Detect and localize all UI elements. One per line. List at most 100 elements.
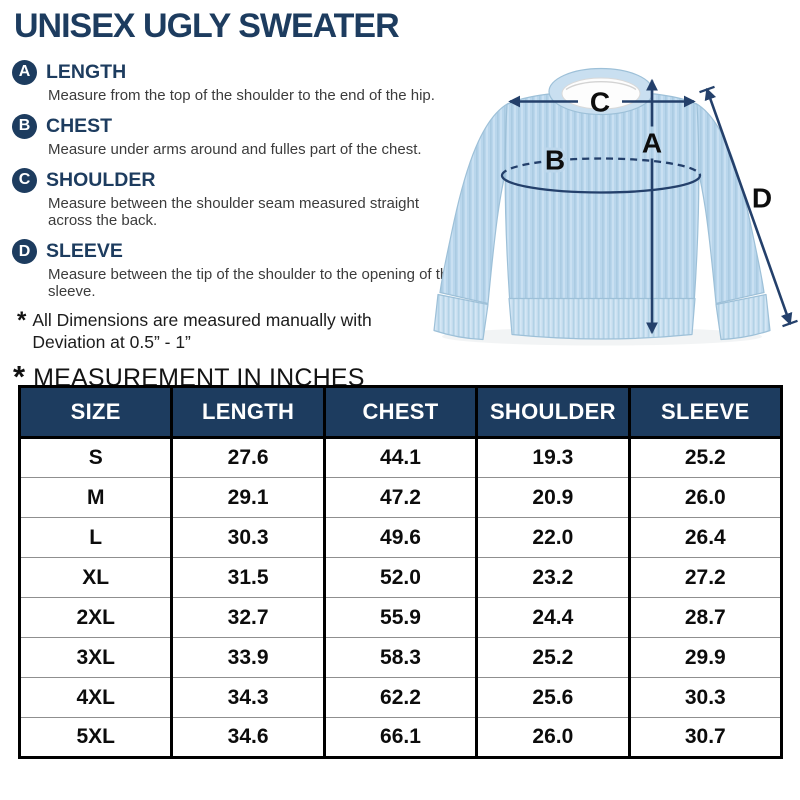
value-cell: 32.7	[170, 597, 325, 638]
value-cell: 66.1	[322, 717, 477, 758]
table-row: 4XL 34.3 62.2 25.6 30.3	[19, 677, 782, 718]
value-cell: 52.0	[322, 557, 477, 598]
value-cell: 31.5	[170, 557, 325, 598]
label-a: A	[642, 128, 662, 159]
sweater-diagram: C A B D	[430, 45, 800, 353]
value-cell: 47.2	[322, 477, 477, 518]
value-cell: 34.3	[170, 677, 325, 718]
value-cell: 33.9	[170, 637, 325, 678]
table-row: XL 31.5 52.0 23.2 27.2	[19, 557, 782, 598]
value-cell: 26.0	[627, 477, 782, 518]
value-cell: 58.3	[322, 637, 477, 678]
measurement-labels: C A B D	[542, 87, 772, 214]
value-cell: 25.2	[627, 437, 782, 478]
page-title: UNISEX UGLY SWEATER	[14, 7, 400, 45]
value-cell: 25.2	[475, 637, 630, 678]
value-cell: 44.1	[322, 437, 477, 478]
legend-item-length: A LENGTH Measure from the top of the sho…	[12, 59, 470, 104]
size-cell: S	[19, 437, 172, 478]
chest-ellipse-dashed	[500, 157, 702, 176]
column-header-shoulder: SHOULDER	[475, 386, 630, 439]
letter-badge-b: B	[12, 113, 37, 139]
table-row: L 30.3 49.6 22.0 26.4	[19, 517, 782, 558]
size-cell: 5XL	[19, 717, 172, 758]
value-cell: 29.1	[170, 477, 325, 518]
legend-label: CHEST	[46, 114, 113, 137]
note-text: All Dimensions are measured manually wit…	[32, 310, 371, 353]
size-cell: XL	[19, 557, 172, 598]
table-row: M 29.1 47.2 20.9 26.0	[19, 477, 782, 518]
value-cell: 55.9	[322, 597, 477, 638]
value-cell: 30.3	[170, 517, 325, 558]
sweater-illustration: C A B D	[433, 67, 798, 346]
letter-badge-c: C	[12, 167, 37, 193]
measurement-legend: A LENGTH Measure from the top of the sho…	[12, 59, 470, 301]
left-column: UNISEX UGLY SWEATER A LENGTH Measure fro…	[0, 0, 470, 393]
value-cell: 28.7	[627, 597, 782, 638]
column-header-sleeve: SLEEVE	[627, 386, 782, 439]
size-cell: 3XL	[19, 637, 172, 678]
size-table: SIZE LENGTH CHEST SHOULDER SLEEVE S 27.6 44.1 1…	[18, 385, 783, 759]
legend-item-shoulder: C SHOULDER Measure between the shoulder …	[12, 167, 470, 229]
value-cell: 34.6	[170, 717, 325, 758]
size-cell: M	[19, 477, 172, 518]
size-table-head-row: SIZE LENGTH CHEST SHOULDER SLEEVE	[19, 386, 782, 439]
legend-head: B CHEST	[12, 113, 470, 139]
table-row: 3XL 33.9 58.3 25.2 29.9	[19, 637, 782, 678]
legend-label: LENGTH	[46, 60, 127, 83]
legend-head: D SLEEVE	[12, 239, 470, 265]
sweater-body	[504, 90, 700, 340]
letter-badge-d: D	[12, 239, 37, 265]
value-cell: 20.9	[475, 477, 630, 518]
size-table-container: SIZE LENGTH CHEST SHOULDER SLEEVE S 27.6 44.1 1…	[18, 385, 783, 759]
asterisk: *	[17, 307, 27, 335]
label-c: C	[590, 87, 610, 118]
size-cell: L	[19, 517, 172, 558]
column-header-size: SIZE	[19, 386, 172, 439]
sweater-collar	[548, 67, 654, 116]
value-cell: 27.6	[170, 437, 325, 478]
legend-description: Measure between the shoulder seam measur…	[48, 194, 420, 229]
value-cell: 24.4	[475, 597, 630, 638]
measurement-arrows	[500, 78, 798, 335]
column-header-length: LENGTH	[170, 386, 325, 439]
table-row: S 27.6 44.1 19.3 25.2	[19, 437, 782, 478]
value-cell: 23.2	[475, 557, 630, 598]
note-line-1: All Dimensions are measured manually wit…	[32, 310, 372, 331]
legend-description: Measure under arms around and fulles par…	[48, 140, 422, 158]
asterisk: *	[13, 358, 26, 394]
size-cell: 4XL	[19, 677, 172, 718]
legend-head: A LENGTH	[12, 59, 470, 85]
letter-badge-a: A	[12, 59, 37, 85]
sleeve-arrow-tick-top	[699, 85, 715, 94]
value-cell: 30.7	[627, 717, 782, 758]
legend-label: SHOULDER	[46, 168, 156, 191]
value-cell: 29.9	[627, 637, 782, 678]
label-b: B	[545, 145, 565, 176]
deviation-note: * All Dimensions are measured manually w…	[17, 307, 470, 353]
value-cell: 62.2	[322, 677, 477, 718]
size-table-head: SIZE LENGTH CHEST SHOULDER SLEEVE	[19, 386, 782, 439]
value-cell: 30.3	[627, 677, 782, 718]
value-cell: 22.0	[475, 517, 630, 558]
chest-ellipse-solid	[500, 175, 702, 194]
note-line-2: Deviation at 0.5” - 1”	[32, 331, 191, 352]
value-cell: 26.4	[627, 517, 782, 558]
legend-label: SLEEVE	[46, 240, 123, 263]
table-row: 2XL 32.7 55.9 24.4 28.7	[19, 597, 782, 638]
legend-item-sleeve: D SLEEVE Measure between the tip of the …	[12, 239, 470, 300]
table-row: 5XL 34.6 66.1 26.0 30.7	[19, 717, 782, 758]
size-cell: 2XL	[19, 597, 172, 638]
value-cell: 25.6	[475, 677, 630, 718]
sleeve-arrow-tick-bottom	[782, 319, 798, 328]
value-cell: 19.3	[475, 437, 630, 478]
size-table-body: S 27.6 44.1 19.3 25.2 M 29.1 47.2 20.9 26.0 L 30.3 4…	[19, 437, 782, 758]
sleeve-arrow	[704, 87, 793, 326]
value-cell: 27.2	[627, 557, 782, 598]
legend-head: C SHOULDER	[12, 167, 470, 193]
value-cell: 26.0	[475, 717, 630, 758]
legend-item-chest: B CHEST Measure under arms around and fu…	[12, 113, 470, 158]
legend-description: Measure from the top of the shoulder to …	[48, 86, 435, 104]
column-header-chest: CHEST	[322, 386, 477, 439]
